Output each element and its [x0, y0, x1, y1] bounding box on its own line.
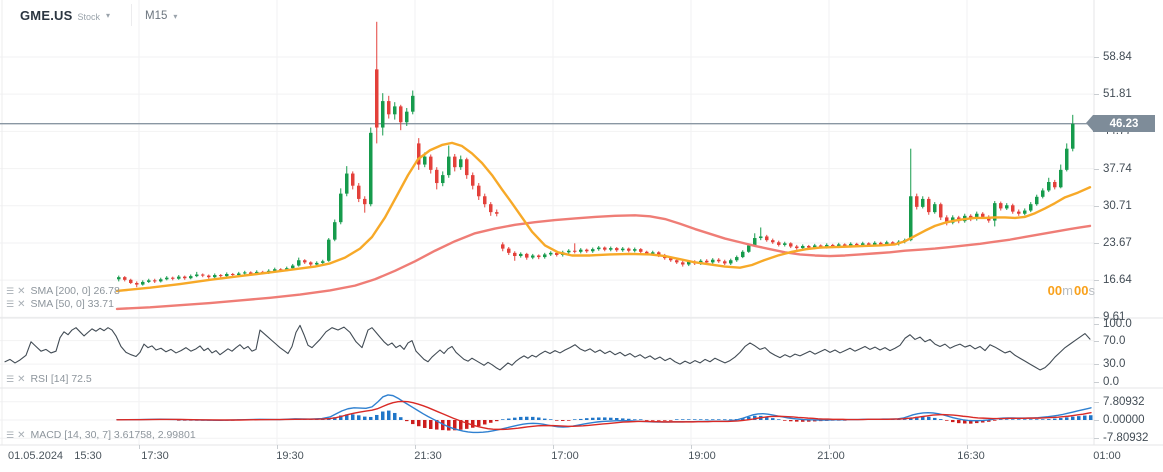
symbol-name: GME.US	[20, 8, 73, 23]
price-tick-label: 23.67	[1103, 236, 1132, 249]
countdown-seconds-unit: s	[1088, 283, 1096, 298]
countdown-minutes: 00	[1047, 283, 1063, 298]
axis-tick-mark	[1094, 205, 1099, 207]
indicator-settings-icon[interactable]: ☰	[6, 373, 15, 384]
rsi-tick-label: 0.0	[1103, 375, 1119, 388]
time-tick-mark	[967, 445, 968, 449]
axis-tick-mark	[1094, 94, 1099, 96]
countdown-minutes-unit: m	[1062, 283, 1073, 298]
axis-tick-mark	[1094, 242, 1099, 244]
axis-tick-mark	[1094, 401, 1099, 403]
time-tick-label: 19:30	[276, 450, 304, 462]
price-badge-arrow	[1086, 115, 1093, 132]
price-tick-label: 51.81	[1103, 88, 1132, 101]
macd-tick-label: 0.00000	[1103, 414, 1145, 426]
current-price-badge: 46.23	[1093, 115, 1155, 133]
sma200-indicator-row: ☰ ✕ SMA [200, 0] 26.78	[6, 285, 120, 297]
axis-tick-mark	[1094, 168, 1099, 170]
time-tick-label: 01:00	[1093, 450, 1121, 462]
time-tick-mark	[277, 445, 278, 449]
rsi-label: RSI [14] 72.5	[30, 373, 92, 385]
countdown-seconds: 00	[1074, 283, 1089, 298]
indicator-close-icon[interactable]: ✕	[17, 285, 26, 297]
time-tick-label: 19:00	[688, 450, 716, 462]
axis-tick-mark	[1094, 317, 1099, 319]
indicator-close-icon[interactable]: ✕	[17, 373, 26, 385]
price-tick-label: 9.61	[1103, 311, 1126, 324]
instrument-type-label: Stock	[77, 11, 100, 22]
time-tick-label: 15:30	[74, 450, 102, 462]
symbol-selector[interactable]: GME.US Stock ▾	[20, 8, 110, 23]
time-tick-label: 16:30	[957, 450, 985, 462]
chevron-down-icon: ▾	[106, 11, 111, 20]
timeframe-label: M15	[145, 10, 168, 22]
axis-tick-mark	[1094, 420, 1099, 421]
chevron-down-icon: ▾	[173, 11, 178, 21]
price-tick-label: 16.64	[1103, 274, 1132, 287]
time-tick-label: 21:30	[414, 450, 442, 462]
price-tick-label: 58.84	[1103, 51, 1132, 63]
time-tick-label: 17:00	[551, 450, 579, 462]
time-tick-mark	[415, 445, 416, 449]
time-tick-label: 21:00	[817, 450, 845, 462]
indicator-settings-icon[interactable]: ☰	[6, 429, 15, 440]
indicator-settings-icon[interactable]: ☰	[6, 298, 15, 309]
rsi-indicator-row: ☰ ✕ RSI [14] 72.5	[6, 373, 92, 385]
indicator-close-icon[interactable]: ✕	[17, 298, 26, 310]
axis-tick-mark	[1094, 340, 1099, 342]
macd-tick-label: 7.80932	[1103, 395, 1145, 408]
axis-tick-mark	[1094, 280, 1099, 282]
time-tick-mark	[691, 445, 692, 449]
price-tick-label: 37.74	[1103, 162, 1132, 175]
bar-close-countdown: 00m 00s	[1048, 283, 1095, 298]
indicator-close-icon[interactable]: ✕	[17, 429, 26, 441]
macd-tick-label: -7.80932	[1103, 432, 1149, 445]
time-tick-mark	[139, 445, 140, 449]
axis-tick-mark	[1094, 381, 1099, 383]
sma50-label: SMA [50, 0] 33.71	[30, 298, 114, 310]
time-tick-label: 17:30	[141, 450, 169, 462]
macd-label: MACD [14, 30, 7] 3.61758, 2.99801	[30, 429, 196, 441]
macd-indicator-row: ☰ ✕ MACD [14, 30, 7] 3.61758, 2.99801	[6, 429, 196, 441]
candlestick-series	[117, 21, 1075, 288]
sma50-indicator-row: ☰ ✕ SMA [50, 0] 33.71	[6, 298, 114, 310]
rsi-tick-label: 70.0	[1103, 334, 1126, 347]
axis-tick-mark	[1094, 324, 1099, 325]
price-tick-label: 30.71	[1103, 199, 1132, 212]
axis-tick-mark	[1094, 57, 1099, 58]
rsi-tick-label: 30.0	[1103, 358, 1126, 371]
axis-tick-mark	[1094, 364, 1099, 366]
indicator-settings-icon[interactable]: ☰	[6, 285, 15, 296]
timeframe-selector[interactable]: M15 ▾	[145, 10, 177, 22]
axis-tick-mark	[1094, 438, 1099, 440]
rsi-tick-label: 100.0	[1103, 318, 1132, 330]
sma200-label: SMA [200, 0] 26.78	[30, 285, 120, 297]
time-tick-mark	[829, 445, 830, 449]
header-divider	[131, 4, 132, 26]
time-tick-mark	[553, 445, 554, 449]
time-tick-label: 01.05.2024	[8, 450, 64, 462]
